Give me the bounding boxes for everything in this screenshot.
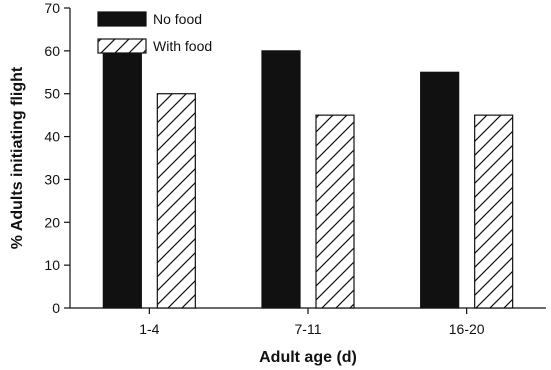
legend-label-with-food: With food bbox=[153, 38, 212, 54]
y-tick-label: 30 bbox=[44, 171, 60, 187]
bar-with-food-7-11 bbox=[315, 114, 355, 309]
y-tick-label: 40 bbox=[44, 129, 60, 145]
bar-with-food-16-20 bbox=[474, 114, 514, 309]
bar-no-food-16-20 bbox=[420, 71, 460, 309]
x-axis-title: Adult age (d) bbox=[259, 349, 357, 366]
legend-swatch-no-food bbox=[97, 11, 147, 27]
y-tick-label: 0 bbox=[52, 300, 60, 316]
y-tick-label: 50 bbox=[44, 86, 60, 102]
bar-no-food-1-4 bbox=[102, 50, 142, 309]
legend-swatch-with-food bbox=[97, 38, 147, 54]
y-tick-label: 10 bbox=[44, 257, 60, 273]
x-tick-label: 7-11 bbox=[295, 321, 322, 337]
bar-no-food-7-11 bbox=[261, 50, 301, 309]
y-tick-label: 60 bbox=[44, 43, 60, 59]
x-tick-label: 16-20 bbox=[449, 321, 485, 337]
legend: No food With food bbox=[97, 11, 212, 54]
axes: 0 10 20 30 40 50 60 70 1-4 7-11 16-20 bbox=[44, 0, 546, 337]
y-tick-label: 20 bbox=[44, 214, 60, 230]
y-tick-label: 70 bbox=[44, 0, 60, 16]
legend-label-no-food: No food bbox=[153, 11, 202, 27]
bar-with-food-1-4 bbox=[156, 93, 196, 309]
x-tick-label: 1-4 bbox=[139, 321, 159, 337]
bars bbox=[102, 50, 514, 309]
y-axis-title: % Adults initiating flight bbox=[9, 66, 26, 249]
